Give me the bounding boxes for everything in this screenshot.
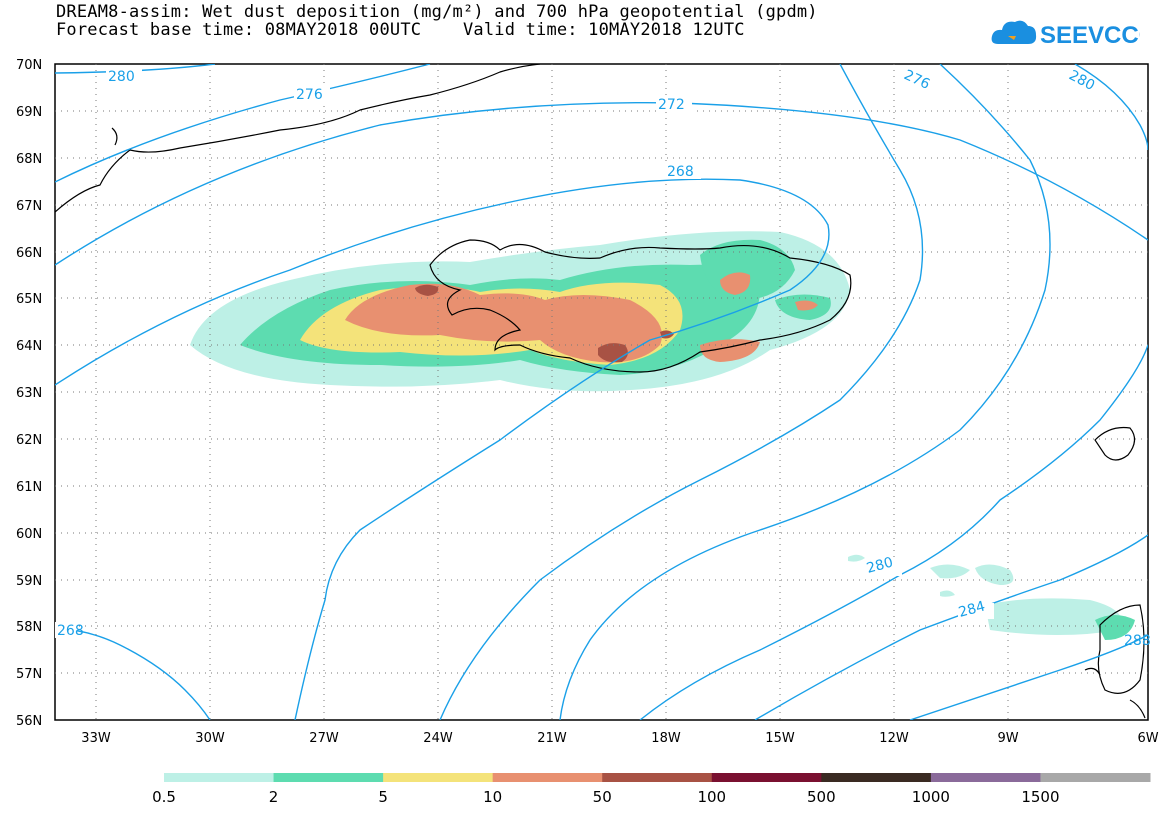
legend-label: 10 [483, 788, 502, 806]
contour-label-284: 284 [957, 598, 987, 620]
longitude-labels: 33W 30W 27W 24W 21W 18W 15W 12W 9W 6W [81, 731, 1158, 746]
color-legend: 0.5 2 5 10 50 100 500 1000 1500 [152, 773, 1151, 806]
legend-swatch [383, 773, 494, 782]
legend-swatch [273, 773, 384, 782]
cloud-icon [991, 20, 1037, 44]
legend-swatch [602, 773, 713, 782]
lat-label: 57N [16, 667, 42, 682]
coastlines [55, 64, 1146, 719]
legend-label: 5 [378, 788, 388, 806]
contour-label-280-se: 280 [865, 554, 895, 576]
legend-swatch [1040, 773, 1151, 782]
contour-label-272: 272 [658, 97, 685, 113]
lon-label: 33W [81, 731, 111, 746]
legend-label: 100 [697, 788, 726, 806]
lat-label: 66N [16, 246, 42, 261]
lon-label: 30W [195, 731, 225, 746]
legend-label: 1000 [912, 788, 950, 806]
lat-label: 58N [16, 620, 42, 635]
lat-label: 56N [16, 714, 42, 729]
lon-label: 21W [537, 731, 567, 746]
legend-label: 50 [593, 788, 612, 806]
legend-swatch [821, 773, 932, 782]
lat-label: 63N [16, 386, 42, 401]
geopotential-contours [55, 64, 1148, 720]
contour-label-280-nw: 280 [108, 69, 135, 85]
legend-swatch [711, 773, 822, 782]
lat-label: 65N [16, 292, 42, 307]
logo-text: SEEVCCC [1040, 22, 1140, 49]
contour-label-288: 288 [1124, 633, 1151, 649]
map-title-line-1: DREAM8-assim: Wet dust deposition (mg/m²… [56, 2, 818, 22]
lat-label: 61N [16, 480, 42, 495]
lat-label: 67N [16, 199, 42, 214]
lon-label: 12W [879, 731, 909, 746]
lon-label: 24W [423, 731, 453, 746]
lat-label: 68N [16, 152, 42, 167]
map-title-line-2: Forecast base time: 08MAY2018 00UTC Vali… [56, 20, 745, 40]
lat-label: 60N [16, 527, 42, 542]
lon-label: 9W [997, 731, 1018, 746]
contour-label-268: 268 [667, 164, 694, 180]
lon-label: 6W [1137, 731, 1158, 746]
legend-swatch [164, 773, 275, 782]
lon-label: 18W [651, 731, 681, 746]
contour-label-276-nw: 276 [296, 87, 323, 103]
legend-label: 500 [807, 788, 836, 806]
map-plot: 280 276 272 268 276 280 280 284 268 288 … [16, 58, 1159, 746]
lat-label: 59N [16, 574, 42, 589]
lat-label: 64N [16, 339, 42, 354]
legend-swatch [930, 773, 1041, 782]
lon-label: 27W [309, 731, 339, 746]
dust-deposition-field [190, 231, 1135, 640]
lat-label: 69N [16, 105, 42, 120]
legend-label: 2 [269, 788, 279, 806]
legend-label: 0.5 [152, 788, 176, 806]
legend-label: 1500 [1021, 788, 1059, 806]
lat-label: 62N [16, 433, 42, 448]
lon-label: 15W [765, 731, 795, 746]
legend-swatch [492, 773, 603, 782]
contour-labels: 280 276 272 268 276 280 280 284 268 288 [55, 67, 1151, 649]
seevccc-logo: SEEVCCC [991, 20, 1140, 49]
lat-label: 70N [16, 58, 42, 73]
contour-label-268-sw: 268 [57, 623, 84, 639]
latitude-labels: 70N 69N 68N 67N 66N 65N 64N 63N 62N 61N … [16, 58, 42, 729]
